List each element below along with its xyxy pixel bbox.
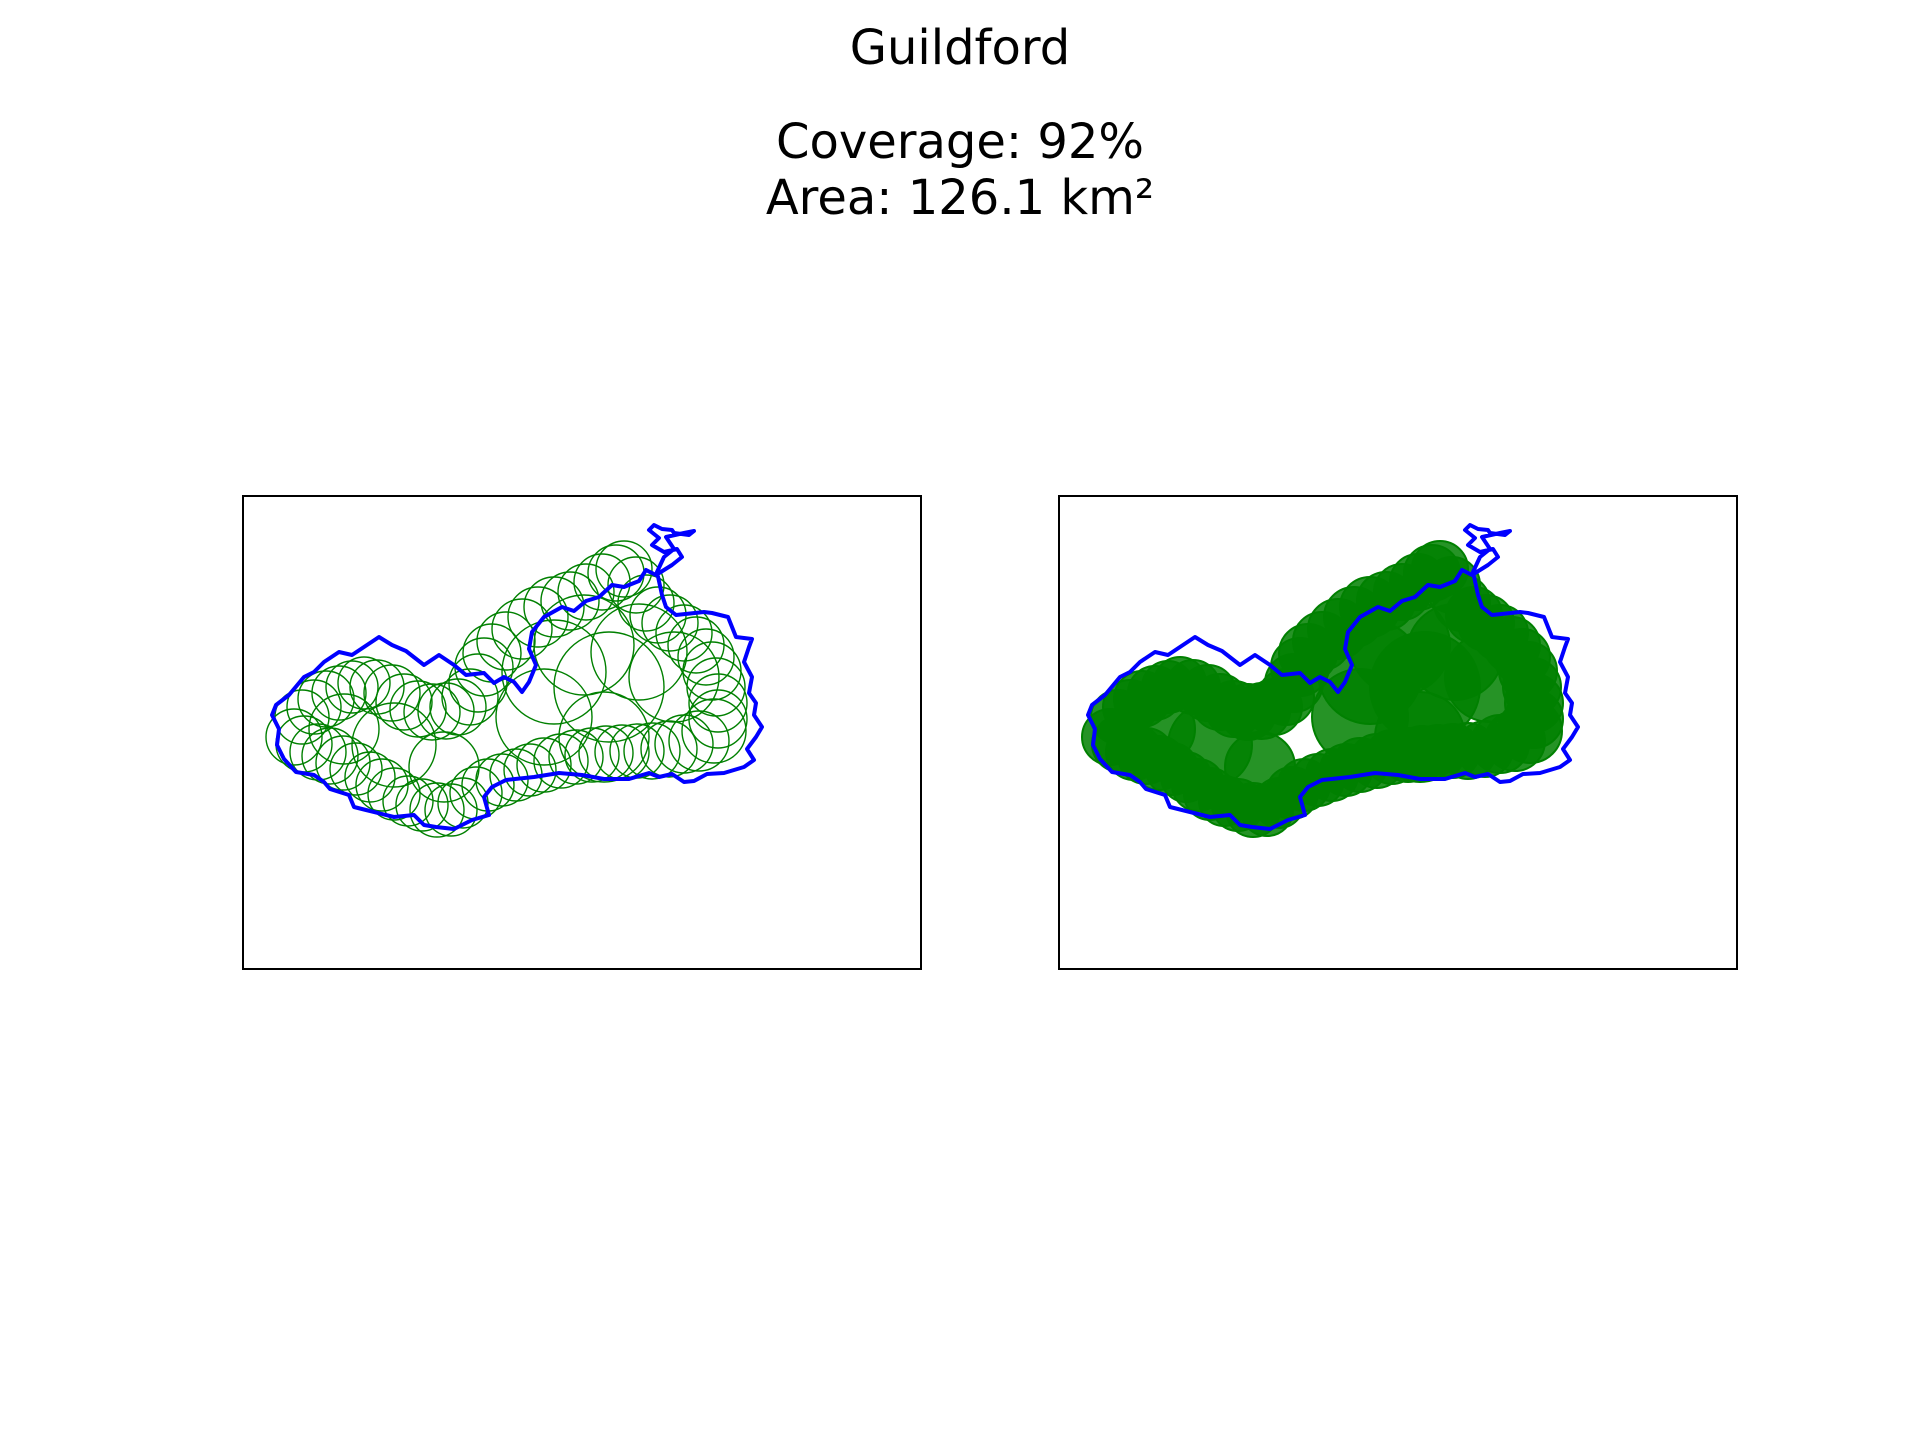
map-panel-outline-circles	[242, 495, 922, 970]
coverage-circle	[607, 556, 665, 614]
coverage-circle	[533, 733, 589, 789]
coverage-circle	[623, 722, 681, 780]
coverage-circle	[382, 775, 434, 827]
coverage-circle	[1444, 631, 1536, 723]
coverage-circle	[437, 777, 489, 829]
coverage-circle	[503, 743, 557, 797]
coverage-circle	[667, 616, 725, 674]
coverage-circle	[573, 553, 631, 611]
coverage-circle	[308, 693, 380, 765]
coverage-circle	[640, 720, 698, 778]
coverage-circle	[617, 574, 675, 632]
coverage-circle	[311, 665, 367, 721]
coverage-circle	[476, 611, 536, 671]
coverage-circle	[315, 735, 371, 791]
coverage-circle	[1224, 731, 1296, 803]
coverage-circle	[395, 778, 449, 832]
coverage-circle	[507, 586, 569, 648]
coverage-circle	[337, 656, 391, 710]
coverage-circle	[265, 708, 323, 766]
coverage-map-filled	[1081, 523, 1580, 838]
coverage-circle	[424, 783, 478, 837]
stats-block: Coverage: 92% Area: 126.1 km²	[0, 114, 1920, 226]
coverage-circle	[329, 742, 383, 796]
coverage-circle	[533, 594, 635, 696]
coverage-circle	[557, 563, 615, 621]
coverage-circle	[1124, 693, 1196, 765]
coverage-circle	[590, 603, 688, 701]
map-panel-filled-circles	[1058, 495, 1738, 970]
district-boundary	[1086, 523, 1580, 831]
coverage-circle	[441, 668, 499, 726]
coverage-circle	[325, 660, 379, 714]
coverage-circle	[495, 668, 593, 766]
coverage-circle	[297, 670, 355, 728]
coverage-circle	[429, 678, 487, 736]
coverage-text: Coverage: 92%	[775, 114, 1145, 170]
coverage-circle	[375, 673, 433, 731]
coverage-circle	[641, 594, 699, 652]
coverage-circle	[553, 631, 665, 743]
coverage-circle	[628, 631, 720, 723]
coverage-circle	[677, 628, 735, 686]
coverage-circle	[558, 691, 650, 783]
coverage-circle	[564, 727, 620, 783]
coverage-circle	[595, 540, 653, 598]
coverage-circle	[540, 571, 600, 631]
coverage-circle	[491, 598, 553, 660]
coverage-circle	[351, 702, 437, 788]
coverage-circle	[686, 657, 746, 717]
coverage-circle	[448, 653, 508, 713]
map-title: Guildford	[849, 20, 1071, 76]
coverage-circle	[408, 731, 480, 803]
coverage-map-outline	[265, 523, 764, 838]
district-boundary	[270, 523, 764, 831]
coverage-circle	[286, 679, 342, 735]
coverage-circle	[349, 659, 405, 715]
coverage-circle	[688, 673, 748, 733]
coverage-circle	[403, 683, 461, 741]
coverage-circle	[501, 619, 607, 725]
coverage-circle	[655, 604, 713, 662]
area-text: Area: 126.1 km²	[765, 170, 1155, 226]
coverage-circle	[1374, 691, 1466, 783]
